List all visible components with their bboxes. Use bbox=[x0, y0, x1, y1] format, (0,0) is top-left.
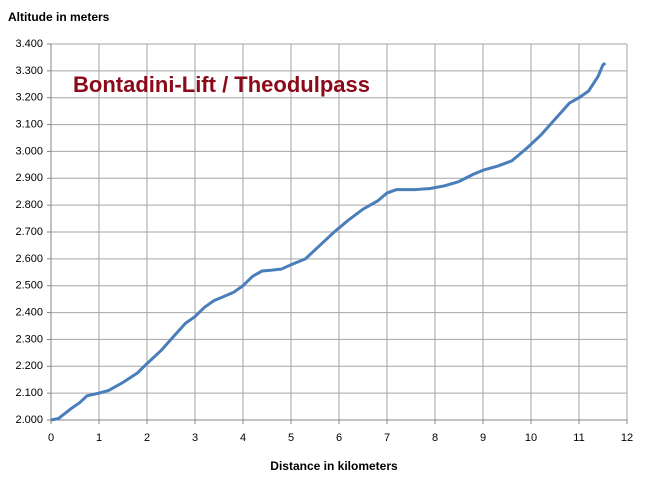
y-tick-label: 2.400 bbox=[15, 306, 43, 318]
y-tick-label: 2.700 bbox=[15, 226, 43, 238]
y-tick-label: 3.300 bbox=[15, 65, 43, 77]
y-tick-label: 2.200 bbox=[15, 360, 43, 372]
chart-title: Bontadini-Lift / Theodulpass bbox=[73, 72, 370, 97]
y-tick-label: 3.400 bbox=[15, 38, 43, 50]
x-tick-label: 5 bbox=[288, 432, 294, 444]
line bbox=[50, 62, 607, 422]
x-tick-label: 8 bbox=[432, 432, 438, 444]
x-tick-label: 12 bbox=[621, 432, 633, 444]
x-tick-label: 1 bbox=[96, 432, 102, 444]
x-axis-title: Distance in kilometers bbox=[270, 459, 398, 473]
y-tick-label: 2.800 bbox=[15, 199, 43, 211]
x-tick-label: 4 bbox=[240, 432, 246, 444]
x-tick-label: 2 bbox=[144, 432, 150, 444]
x-tick-label: 3 bbox=[192, 432, 198, 444]
y-tick-label: 2.500 bbox=[15, 280, 43, 292]
y-tick-label: 2.000 bbox=[15, 414, 43, 426]
y-tick-label: 2.300 bbox=[15, 333, 43, 345]
y-tick-label: 2.100 bbox=[15, 387, 43, 399]
x-tick-label: 7 bbox=[384, 432, 390, 444]
y-tick-label: 3.200 bbox=[15, 92, 43, 104]
x-tick-label: 9 bbox=[480, 432, 486, 444]
y-tick-label: 2.600 bbox=[15, 253, 43, 265]
x-tick-label: 11 bbox=[573, 432, 584, 444]
y-tick-label: 3.000 bbox=[15, 145, 43, 157]
y-tick-label: 2.900 bbox=[15, 172, 43, 184]
y-tick-label: 3.100 bbox=[15, 118, 43, 130]
y-axis-title: Altitude in meters bbox=[8, 10, 110, 24]
x-tick-label: 10 bbox=[525, 432, 537, 444]
x-tick-label: 6 bbox=[336, 432, 342, 444]
x-tick-label: 0 bbox=[48, 432, 54, 444]
